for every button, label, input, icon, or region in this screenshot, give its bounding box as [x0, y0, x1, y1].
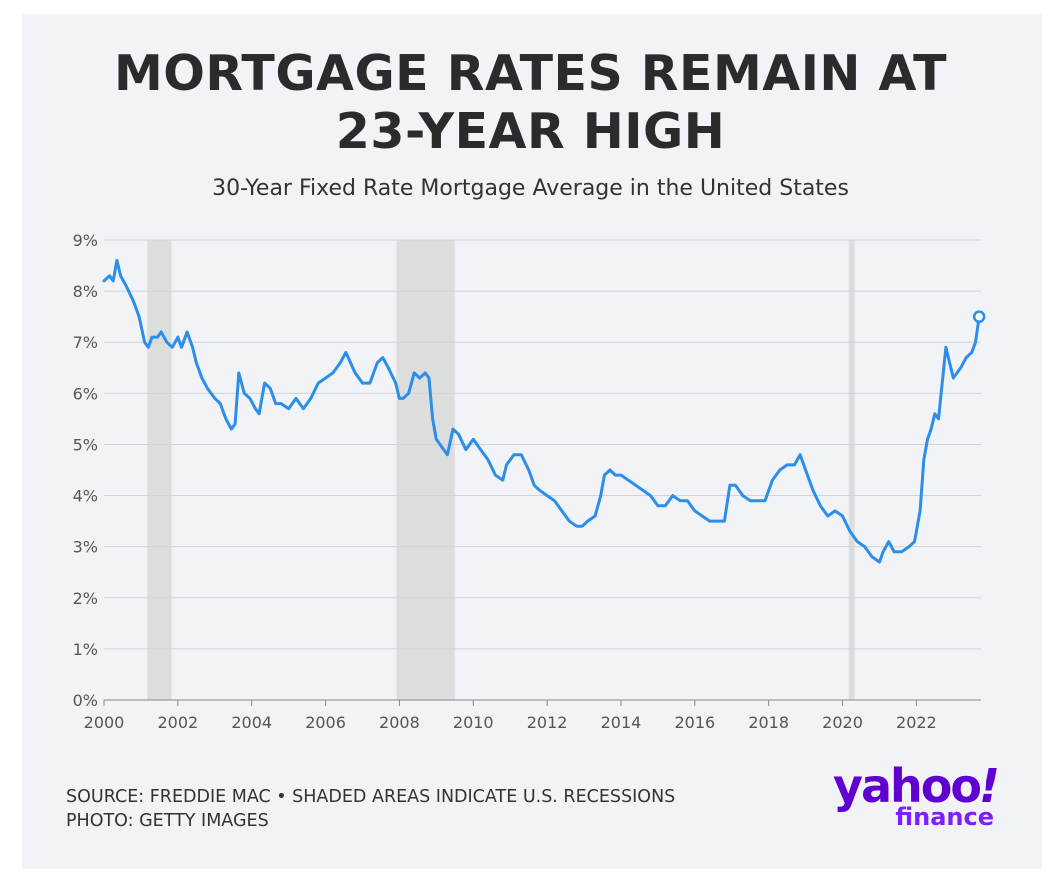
y-tick-label: 4% [73, 487, 98, 506]
latest-point-marker [972, 310, 986, 323]
x-axis: 2000 2002 2004 2006 2008 2010 2012 2014 2016 2018… [84, 700, 937, 732]
source-text: SOURCE: FREDDIE MAC • SHADED AREAS INDIC… [66, 787, 676, 807]
chart-subtitle: 30-Year Fixed Rate Mortgage Average in t… [212, 176, 849, 201]
y-tick-label: 0% [73, 691, 98, 710]
x-tick-label: 2006 [305, 713, 346, 732]
y-tick-label: 2% [73, 589, 98, 608]
chart-title-line2: 23-YEAR HIGH [335, 103, 726, 160]
recession-band [848, 240, 855, 700]
y-tick-label: 3% [73, 538, 98, 557]
y-tick-label: 9% [73, 231, 98, 250]
logo-mark: ! [979, 759, 1000, 813]
logo-sub: finance [895, 803, 994, 831]
logo-word: yahoo [833, 759, 982, 813]
y-tick-label: 8% [73, 282, 98, 301]
chart-title-line1: MORTGAGE RATES REMAIN AT [113, 45, 948, 102]
recession-band [147, 240, 172, 700]
y-tick-label: 5% [73, 435, 98, 454]
x-tick-label: 2016 [674, 713, 715, 732]
x-tick-label: 2000 [84, 713, 125, 732]
x-tick-label: 2020 [822, 713, 863, 732]
photo-credit: PHOTO: GETTY IMAGES [66, 811, 269, 831]
gridlines [104, 239, 981, 701]
x-tick-label: 2014 [601, 713, 642, 732]
series-layer [102, 258, 986, 564]
y-axis: 0% 1% 2% 3% 4% 5% 6% 7% 8% 9% [73, 231, 98, 710]
x-tick-label: 2018 [748, 713, 789, 732]
y-tick-label: 7% [73, 333, 98, 352]
y-tick-label: 6% [73, 384, 98, 403]
source-note: SOURCE: FREDDIE MAC • SHADED AREAS INDIC… [66, 785, 675, 833]
x-tick-label: 2008 [379, 713, 420, 732]
y-tick-label: 1% [73, 640, 98, 659]
chart-card [22, 14, 1042, 869]
chart-title: MORTGAGE RATES REMAIN AT 23-YEAR HIGH [0, 45, 1061, 161]
x-tick-label: 2010 [453, 713, 494, 732]
x-tick-label: 2022 [896, 713, 937, 732]
yahoo-finance-logo: yahoo ! finance [826, 762, 1006, 832]
x-tick-label: 2004 [231, 713, 272, 732]
recession-bands [147, 240, 855, 700]
recession-band [396, 240, 455, 700]
series-line [102, 258, 981, 564]
x-tick-label: 2002 [157, 713, 198, 732]
x-tick-label: 2012 [527, 713, 568, 732]
